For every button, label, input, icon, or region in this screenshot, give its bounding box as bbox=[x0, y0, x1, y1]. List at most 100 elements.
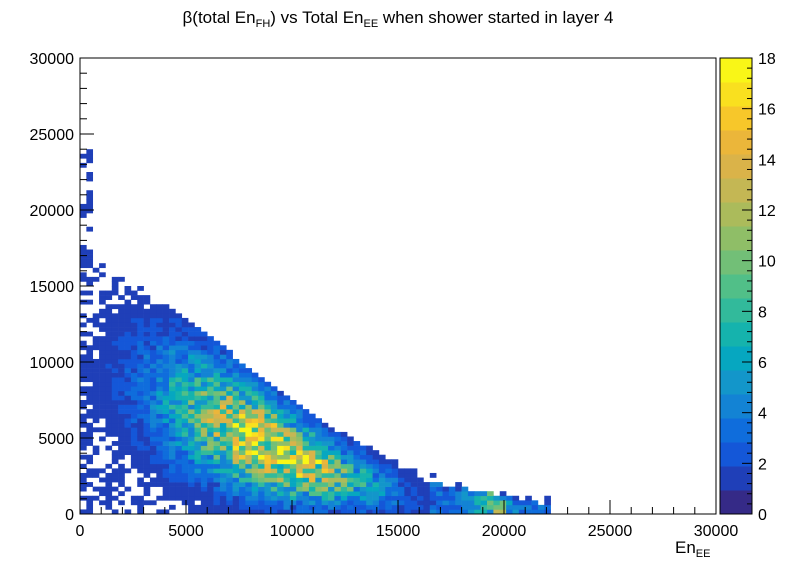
heatmap-bin bbox=[175, 386, 183, 392]
heatmap-bin bbox=[200, 395, 208, 401]
heatmap-bin bbox=[175, 468, 183, 474]
heatmap-bin bbox=[270, 459, 278, 465]
heatmap-bin bbox=[169, 400, 176, 405]
heatmap-bin bbox=[137, 390, 144, 396]
heatmap-bin bbox=[493, 504, 501, 510]
heatmap-bin bbox=[188, 422, 195, 428]
heatmap-bin bbox=[130, 295, 138, 300]
heatmap-bin bbox=[245, 413, 253, 419]
heatmap-bin bbox=[169, 482, 176, 487]
heatmap-bin bbox=[258, 472, 265, 478]
heatmap-bin bbox=[80, 482, 87, 487]
heatmap-bin bbox=[137, 427, 144, 433]
heatmap-bin bbox=[264, 422, 272, 428]
heatmap-bin bbox=[92, 404, 100, 410]
heatmap-bin bbox=[149, 482, 157, 487]
heatmap-bin bbox=[258, 413, 265, 419]
heatmap-bin bbox=[264, 454, 272, 460]
heatmap-bin bbox=[372, 500, 380, 506]
heatmap-bin bbox=[130, 431, 138, 437]
heatmap-bin bbox=[245, 390, 253, 396]
heatmap-bin bbox=[296, 409, 303, 414]
heatmap-bin bbox=[302, 409, 310, 414]
heatmap-bin bbox=[118, 482, 125, 487]
heatmap-bin bbox=[130, 395, 138, 401]
heatmap-bin bbox=[283, 422, 291, 428]
heatmap-bin bbox=[391, 509, 399, 515]
heatmap-bin bbox=[86, 226, 94, 232]
heatmap-bin bbox=[258, 468, 265, 474]
heatmap-bin bbox=[296, 436, 303, 442]
heatmap-bin bbox=[226, 381, 233, 387]
heatmap-bin bbox=[181, 472, 189, 478]
heatmap-bin bbox=[169, 422, 176, 428]
heatmap-bin bbox=[80, 345, 87, 351]
heatmap-bin bbox=[194, 400, 202, 405]
heatmap-bin bbox=[232, 395, 240, 401]
heatmap-bin bbox=[378, 486, 386, 492]
heatmap-bin bbox=[156, 395, 163, 401]
heatmap-bin bbox=[321, 486, 329, 492]
heatmap-bin bbox=[499, 504, 507, 510]
heatmap-bin bbox=[232, 418, 240, 424]
heatmap-bin bbox=[232, 422, 240, 428]
heatmap-bin bbox=[226, 441, 233, 446]
heatmap-bin bbox=[99, 386, 106, 392]
heatmap-bin bbox=[149, 436, 157, 442]
heatmap-bin bbox=[194, 345, 202, 351]
heatmap-bin bbox=[207, 386, 214, 392]
heatmap-bin bbox=[334, 477, 342, 483]
heatmap-bin bbox=[258, 500, 265, 506]
heatmap-bin bbox=[137, 345, 144, 351]
heatmap-bin bbox=[130, 354, 138, 360]
heatmap-bin bbox=[162, 345, 170, 351]
heatmap-bin bbox=[149, 363, 157, 369]
heatmap-bin bbox=[302, 441, 310, 446]
heatmap-bin bbox=[321, 509, 329, 515]
heatmap-bin bbox=[175, 477, 183, 483]
heatmap-bin bbox=[86, 409, 94, 414]
heatmap-bin bbox=[289, 495, 297, 501]
heatmap-bin bbox=[518, 504, 526, 510]
heatmap-bin bbox=[124, 322, 132, 328]
heatmap-bin bbox=[80, 372, 87, 378]
heatmap-bin bbox=[429, 500, 437, 506]
heatmap-bin bbox=[232, 450, 240, 456]
heatmap-bin bbox=[251, 390, 259, 396]
heatmap-bin bbox=[137, 299, 144, 305]
heatmap-bin bbox=[124, 299, 132, 305]
heatmap-bin bbox=[143, 454, 151, 460]
heatmap-bin bbox=[137, 441, 144, 446]
heatmap-bin bbox=[232, 372, 240, 378]
heatmap-bin bbox=[181, 317, 189, 323]
heatmap-bin bbox=[219, 349, 227, 355]
heatmap-bin bbox=[169, 472, 176, 478]
heatmap-bin bbox=[143, 472, 151, 478]
heatmap-bin bbox=[347, 459, 354, 465]
heatmap-bin bbox=[302, 422, 310, 428]
heatmap-bin bbox=[80, 454, 87, 460]
heatmap-bin bbox=[143, 482, 151, 487]
heatmap-bin bbox=[334, 445, 342, 451]
heatmap-bin bbox=[385, 509, 392, 515]
heatmap-bin bbox=[105, 491, 113, 497]
heatmap-bin bbox=[169, 317, 176, 323]
heatmap-bin bbox=[181, 386, 189, 392]
heatmap-bin bbox=[188, 427, 195, 433]
heatmap-bin bbox=[277, 482, 284, 487]
heatmap-bin bbox=[213, 486, 221, 492]
heatmap-bin bbox=[149, 395, 157, 401]
heatmap-bin bbox=[372, 463, 380, 469]
heatmap-bin bbox=[353, 463, 361, 469]
heatmap-bin bbox=[226, 463, 233, 469]
heatmap-bin bbox=[80, 244, 87, 250]
heatmap-bin bbox=[239, 486, 246, 492]
palette-band bbox=[720, 418, 752, 443]
heatmap-bin bbox=[99, 477, 106, 483]
heatmap-bin bbox=[264, 463, 272, 469]
heatmap-bin bbox=[277, 409, 284, 414]
heatmap-bin bbox=[296, 459, 303, 465]
heatmap-bin bbox=[289, 504, 297, 510]
heatmap-bin bbox=[232, 463, 240, 469]
